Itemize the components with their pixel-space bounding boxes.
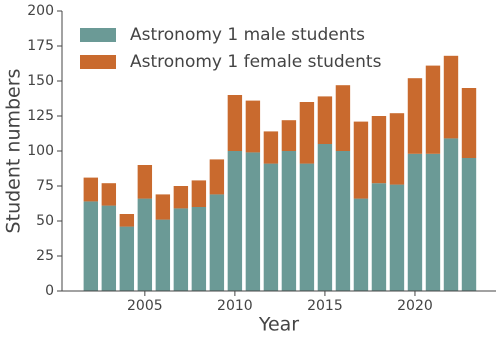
bar xyxy=(101,183,117,206)
bar xyxy=(353,198,369,291)
legend-label: Astronomy 1 male students xyxy=(130,25,365,45)
legend-swatch xyxy=(80,28,116,42)
y-tick-label: 150 xyxy=(27,73,54,89)
bar xyxy=(299,163,315,291)
bar xyxy=(443,55,459,139)
legend-label: Astronomy 1 female students xyxy=(130,52,382,72)
legend-swatch xyxy=(80,55,116,69)
bar xyxy=(461,158,477,291)
x-tick-label: 2005 xyxy=(127,298,163,314)
bar xyxy=(155,219,171,291)
bar xyxy=(119,226,135,291)
x-tick-label: 2010 xyxy=(217,298,253,314)
bar xyxy=(263,131,279,164)
bar xyxy=(83,177,99,202)
x-tick-label: 2015 xyxy=(307,298,343,314)
bar xyxy=(443,138,459,291)
bar xyxy=(281,120,297,151)
x-tick-label: 2020 xyxy=(397,298,433,314)
bar xyxy=(335,85,351,151)
x-axis-label: Year xyxy=(258,314,299,336)
bar xyxy=(407,153,423,291)
bar xyxy=(173,208,189,291)
bar xyxy=(389,113,405,185)
y-tick-label: 25 xyxy=(36,248,54,264)
y-tick-label: 125 xyxy=(27,108,54,124)
bar xyxy=(371,116,387,184)
bar xyxy=(299,102,315,164)
bar xyxy=(155,194,171,220)
bar xyxy=(209,159,225,195)
bar xyxy=(227,95,243,151)
y-tick-label: 50 xyxy=(36,213,54,229)
y-tick-label: 175 xyxy=(27,38,54,54)
bar xyxy=(119,214,135,227)
bar xyxy=(191,207,207,291)
bar xyxy=(227,151,243,291)
y-tick-label: 100 xyxy=(27,143,54,159)
bar xyxy=(245,100,261,153)
y-axis-label: Student numbers xyxy=(3,69,25,234)
bar xyxy=(83,201,99,291)
bar xyxy=(425,65,441,154)
bar xyxy=(425,153,441,291)
bar xyxy=(335,151,351,291)
bar xyxy=(371,183,387,291)
bar xyxy=(245,152,261,291)
y-tick-label: 200 xyxy=(27,3,54,19)
bar xyxy=(461,88,477,158)
y-tick-label: 0 xyxy=(45,283,54,299)
bar xyxy=(317,96,333,144)
bar xyxy=(173,186,189,209)
bar xyxy=(209,194,225,291)
y-tick-label: 75 xyxy=(36,178,54,194)
bar xyxy=(389,184,405,291)
bar xyxy=(101,205,117,291)
bar xyxy=(137,165,153,199)
bar xyxy=(137,198,153,291)
bar xyxy=(263,163,279,291)
bar xyxy=(407,78,423,154)
bar xyxy=(353,121,369,199)
bar xyxy=(191,180,207,207)
bar xyxy=(281,151,297,291)
bar xyxy=(317,144,333,291)
